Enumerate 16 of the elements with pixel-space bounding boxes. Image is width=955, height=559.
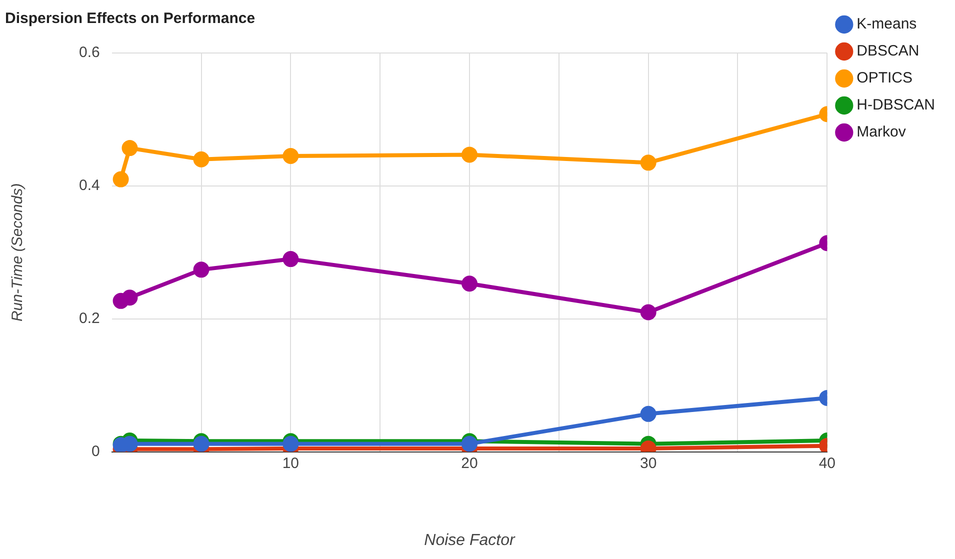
legend-label: Markov xyxy=(856,124,906,141)
x-axis-title: Noise Factor xyxy=(424,532,516,549)
x-tick-label: 20 xyxy=(461,454,478,472)
y-axis-title: Run-Time (Seconds) xyxy=(9,183,26,322)
chart-title: Dispersion Effects on Performance xyxy=(5,10,256,28)
y-tick-label: 0.2 xyxy=(78,310,100,328)
legend-label: H-DBSCAN xyxy=(856,96,936,114)
legend-label: DBSCAN xyxy=(856,42,920,60)
y-tick-label: 0 xyxy=(92,442,100,460)
x-tick-label: 30 xyxy=(640,454,657,472)
x-tick-label: 40 xyxy=(818,454,836,472)
legend-label: K-means xyxy=(856,16,917,33)
y-tick-label: 0.4 xyxy=(78,177,100,194)
y-tick-label: 0.6 xyxy=(78,44,100,62)
x-tick-label: 10 xyxy=(282,454,300,472)
legend-label: OPTICS xyxy=(856,70,913,87)
